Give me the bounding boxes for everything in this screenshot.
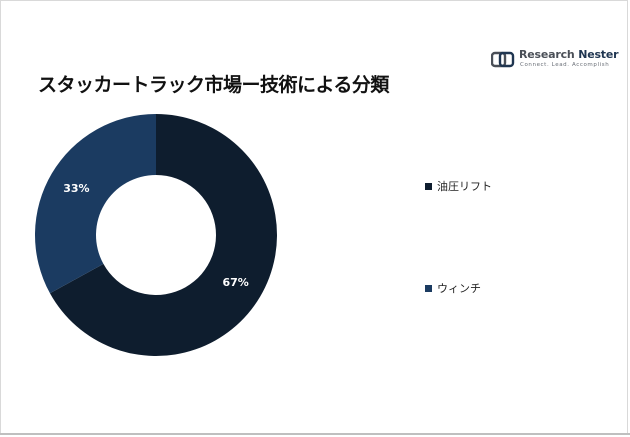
legend-label-winch: ウィンチ bbox=[437, 282, 481, 295]
logo-tagline: Connect. Lead. Accomplish bbox=[520, 62, 610, 68]
logo-name-nester: Nester bbox=[578, 48, 619, 61]
donut-label-hydraulic-lift: 67% bbox=[222, 276, 248, 289]
legend-swatch-hydraulic-lift bbox=[425, 182, 432, 190]
donut-slice-hydraulic-lift bbox=[49, 114, 278, 356]
logo-mark-icon bbox=[491, 51, 515, 68]
legend-swatch-winch bbox=[425, 284, 432, 292]
donut-slice-winch bbox=[34, 114, 156, 294]
logo-name-research: Research bbox=[519, 48, 575, 61]
logo-name: Research Nester bbox=[519, 48, 619, 61]
bottom-rule bbox=[0, 433, 630, 435]
legend-label-hydraulic-lift: 油圧リフト bbox=[437, 180, 492, 193]
legend-item-hydraulic-lift: 油圧リフト bbox=[425, 178, 492, 194]
legend-item-winch: ウィンチ bbox=[425, 280, 481, 296]
research-nester-logo: Research Nester Connect. Lead. Accomplis… bbox=[491, 48, 619, 74]
donut-label-winch: 33% bbox=[63, 182, 89, 195]
chart-title: スタッカートラック市場ー技術による分類 bbox=[38, 74, 389, 96]
